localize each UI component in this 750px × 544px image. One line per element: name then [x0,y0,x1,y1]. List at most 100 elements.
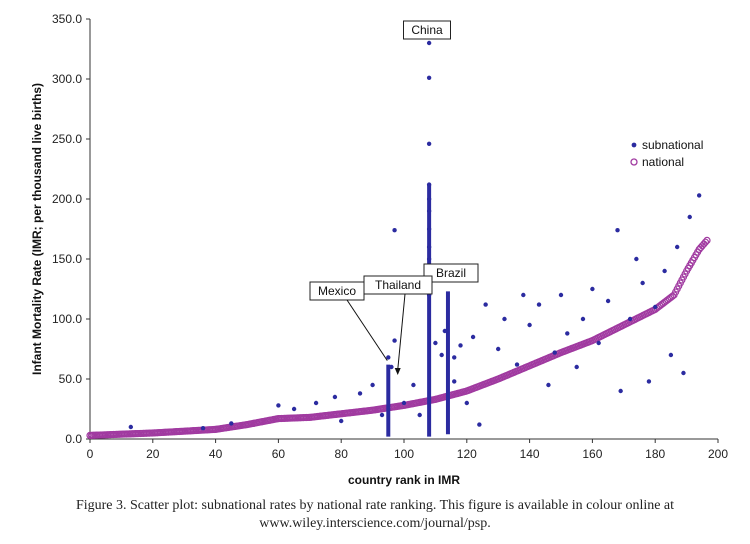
subnational-point [618,388,623,394]
subnational-point [433,340,438,346]
subnational-point [401,400,407,406]
legend-national-label: national [642,155,684,169]
subnational-point [674,244,680,250]
thailand-arrowhead [394,368,401,375]
subnational-point [668,352,674,358]
subnational-point [552,350,557,355]
legend-national-marker [630,158,638,166]
subnational-point [558,292,564,298]
subnational-point [386,355,391,360]
x-tick-label: 0 [87,447,94,461]
subnational-point [452,355,457,360]
subnational-point [653,304,658,310]
subnational-point [411,382,416,388]
subnational-point [426,208,432,214]
x-tick-label: 160 [582,447,602,461]
national-point [703,236,711,244]
subnational-point [596,340,601,346]
subnational-point [634,256,639,262]
subnational-point [426,75,432,81]
brazil-label-box [423,263,479,283]
mexico-arrow [346,299,388,361]
y-tick-label: 0.0 [65,432,82,446]
x-tick-label: 40 [209,447,223,461]
subnational-point [128,424,134,430]
subnational-point [276,403,281,408]
y-tick-label: 350.0 [52,12,82,26]
subnational-point [527,322,532,328]
y-tick-label: 50.0 [59,372,83,386]
subnational-point [470,334,476,340]
subnational-point [696,193,702,198]
thailand-label: Thailand [375,278,421,292]
china-label: China [411,23,443,37]
x-tick-label: 60 [272,447,286,461]
subnational-point [392,228,397,233]
x-tick-label: 140 [520,447,540,461]
subnational-point [521,292,526,298]
subnational-point [627,316,633,322]
subnational-point [590,286,595,292]
subnational-point [458,343,463,348]
x-tick-label: 20 [146,447,160,461]
subnational-point [442,328,448,334]
legend-box [625,135,707,173]
mexico-label-box [309,281,365,301]
subnational-point [392,338,397,343]
y-axis-label: Infant Mortality Rate (IMR; per thousand… [30,83,44,375]
x-tick-label: 120 [457,447,477,461]
subnational-point [291,406,297,412]
subnational-point [439,352,444,358]
x-tick-label: 100 [394,447,414,461]
subnational-point [417,412,422,418]
subnational-point [662,268,667,274]
legend-subnational-marker [631,142,637,148]
subnational-point [615,228,620,233]
x-tick-label: 180 [645,447,665,461]
china-label-box [403,20,451,40]
subnational-point [640,280,645,286]
x-tick-label: 200 [708,447,728,461]
subnational-point [370,382,375,388]
subnational-series [128,40,702,437]
national-series [86,236,711,439]
subnational-point [574,364,579,370]
subnational-point [426,256,432,262]
subnational-point [687,214,692,220]
legend: subnational national [625,135,707,173]
y-tick-label: 250.0 [52,132,82,146]
brazil-label: Brazil [436,266,466,280]
subnational-point [496,346,501,352]
subnational-point [200,426,206,431]
subnational-point [426,244,432,250]
subnational-point [426,40,432,46]
subnational-point [565,331,570,336]
subnational-point [536,302,542,307]
y-tick-label: 100.0 [52,312,82,326]
x-tick-label: 80 [335,447,349,461]
subnational-point [464,400,469,406]
y-tick-label: 300.0 [52,72,82,86]
national-point [701,238,710,246]
figure-caption: Figure 3. Scatter plot: subnational rate… [75,498,675,531]
subnational-point [332,394,338,400]
subnational-point [514,362,520,367]
subnational-point [379,412,385,418]
scatter-chart: 0.0 50.0 100.0 150.0 200.0 250.0 300.0 350.0 0 20… [30,12,728,487]
subnational-point [339,418,344,424]
subnational-point [452,379,457,384]
subnational-point [580,316,586,322]
subnational-point [313,400,319,406]
subnational-point [546,382,551,388]
subnational-point [426,141,432,146]
y-tick-label: 200.0 [52,192,82,206]
legend-subnational-label: subnational [642,138,703,152]
subnational-point [483,302,488,307]
subnational-point [646,379,652,384]
subnational-point [605,298,611,304]
y-tick-label: 150.0 [52,252,82,266]
thailand-arrow [397,293,406,371]
mexico-label: Mexico [318,284,356,298]
subnational-point [681,370,686,376]
subnational-point [426,182,432,187]
